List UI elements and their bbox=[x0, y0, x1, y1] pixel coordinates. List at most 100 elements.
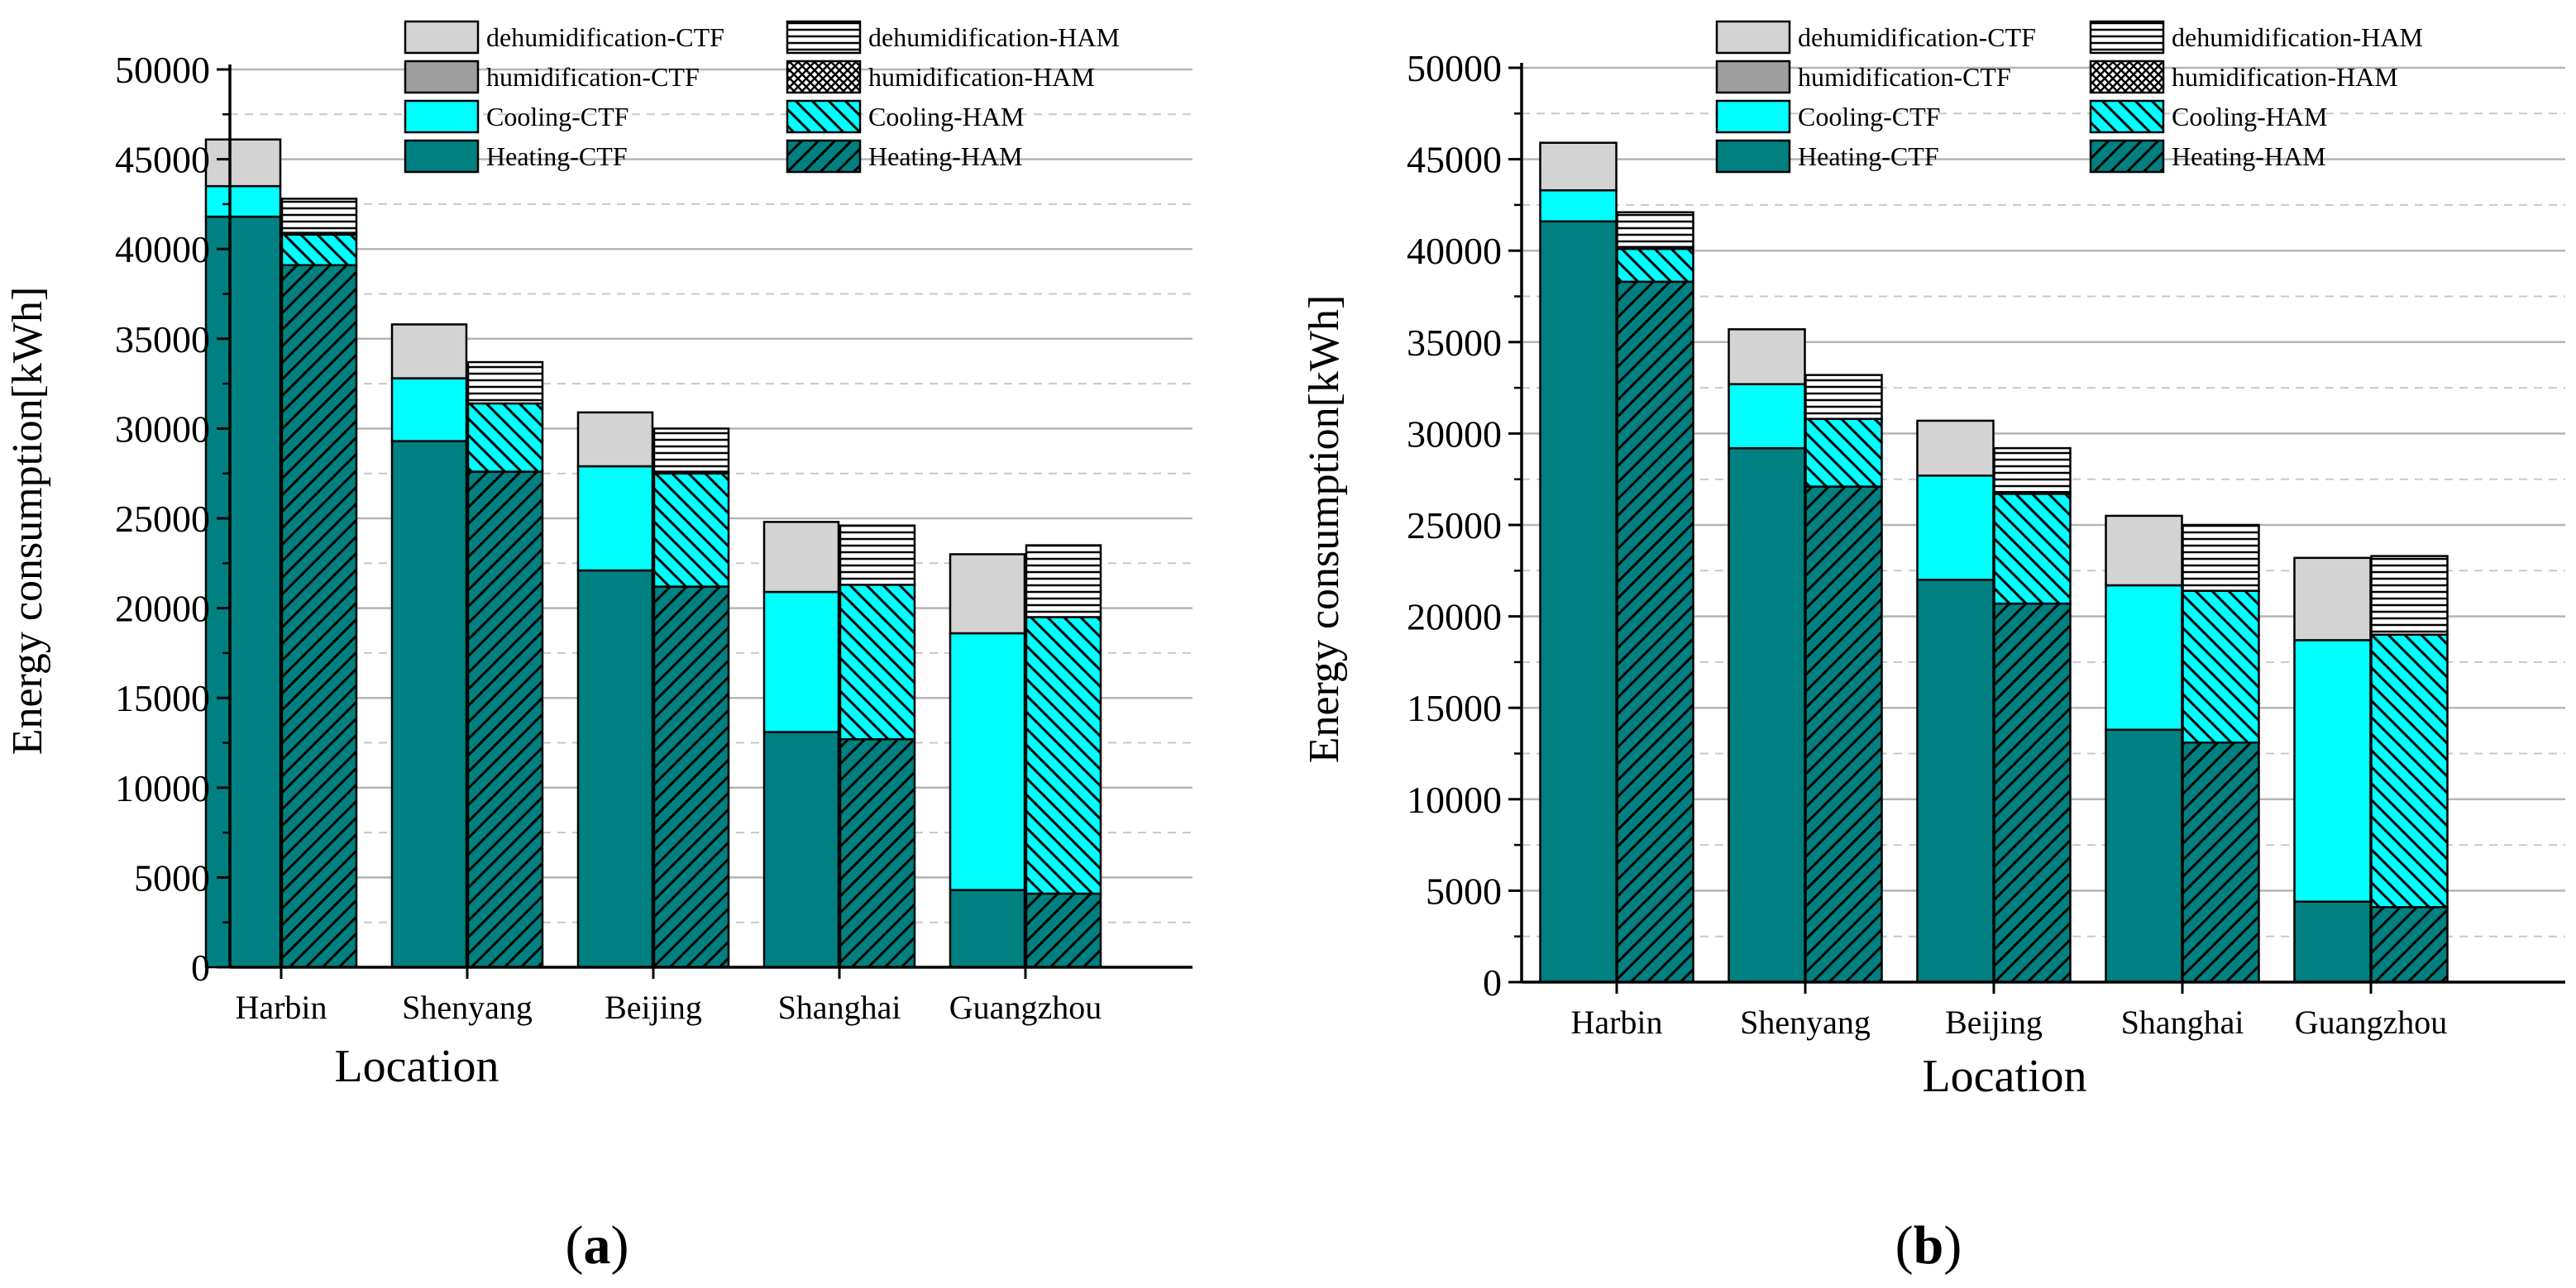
bar-heating-ctf-beijing bbox=[576, 569, 654, 969]
y-tick-label: 15000 bbox=[1407, 687, 1502, 729]
legend-label: Heating-CTF bbox=[486, 141, 628, 171]
y-tick-label: 45000 bbox=[115, 139, 210, 181]
bar-dehumidification-ctf-shenyang bbox=[390, 323, 468, 379]
legend-swatch-dehumidification-ctf bbox=[1715, 20, 1791, 55]
y-tick-label: 35000 bbox=[115, 318, 210, 360]
legend-swatch-cooling-ctf bbox=[1715, 99, 1791, 134]
bar-dehumidification-ham-guangzhou bbox=[1025, 544, 1102, 618]
y-tick-label: 5000 bbox=[134, 856, 210, 899]
bar-heating-ham-guangzhou bbox=[2370, 906, 2449, 984]
bar-cooling-ctf-beijing bbox=[1916, 475, 1995, 581]
x-tick-label: Guangzhou bbox=[949, 989, 1102, 1026]
bar-heating-ctf-guangzhou bbox=[2293, 900, 2372, 984]
panel-label-b: (b) bbox=[1895, 1215, 1962, 1276]
legend-swatch-heating-ham bbox=[786, 139, 862, 174]
legend-label: humidification-CTF bbox=[1798, 62, 2011, 92]
legend-label: Cooling-HAM bbox=[868, 102, 1024, 131]
bar-cooling-ham-beijing bbox=[1993, 493, 2072, 605]
x-tick-label: Shenyang bbox=[1740, 1004, 1871, 1041]
bar-heating-ctf-beijing bbox=[1916, 579, 1995, 984]
bar-cooling-ctf-shanghai bbox=[762, 590, 840, 733]
legend-swatch-dehumidification-ctf bbox=[404, 20, 480, 55]
legend-label: dehumidification-CTF bbox=[486, 22, 724, 52]
chart-panel-b: Harbin Shenyang Beijing Shanghai Guangzhou 0 5… bbox=[1301, 20, 2565, 1276]
legend-swatch-heating-ctf bbox=[1715, 139, 1791, 174]
bar-dehumidification-ham-shenyang bbox=[466, 360, 544, 405]
legend-swatch-dehumidification-ham bbox=[2089, 20, 2165, 55]
legend-label: humidification-HAM bbox=[2172, 62, 2398, 92]
bar-heating-ham-beijing bbox=[1993, 602, 2072, 984]
x-tick-label: Shanghai bbox=[778, 989, 901, 1026]
bar-dehumidification-ham-shanghai bbox=[839, 524, 916, 586]
x-axis-label: Location bbox=[1922, 1051, 2086, 1102]
bar-dehumidification-ham-guangzhou bbox=[2370, 555, 2449, 636]
bar-dehumidification-ham-harbin bbox=[1616, 211, 1694, 249]
y-tick-label: 20000 bbox=[1407, 596, 1502, 638]
bar-heating-ctf-shanghai bbox=[2105, 728, 2183, 984]
x-tick-label: Beijing bbox=[1945, 1004, 2043, 1041]
bar-dehumidification-ham-shanghai bbox=[2182, 523, 2260, 592]
bar-heating-ctf-shanghai bbox=[762, 731, 840, 969]
bar-heating-ctf-harbin bbox=[1539, 220, 1618, 984]
bar-cooling-ctf-beijing bbox=[576, 465, 654, 572]
legend-swatch-cooling-ctf bbox=[404, 99, 480, 134]
bar-heating-ham-shenyang bbox=[466, 470, 544, 969]
y-tick-label: 0 bbox=[1483, 961, 1502, 1004]
bar-cooling-ham-shenyang bbox=[466, 402, 544, 473]
x-tick-label: Beijing bbox=[605, 989, 702, 1026]
bar-heating-ham-beijing bbox=[652, 585, 730, 969]
y-tick-label: 20000 bbox=[115, 588, 210, 630]
x-tick-label: Guangzhou bbox=[2295, 1004, 2447, 1041]
bar-heating-ctf-harbin bbox=[204, 215, 282, 969]
legend-label: Heating-HAM bbox=[868, 141, 1023, 171]
bar-heating-ham-harbin bbox=[1616, 280, 1694, 984]
y-tick-label: 35000 bbox=[1407, 322, 1502, 364]
bar-cooling-ham-beijing bbox=[652, 472, 730, 588]
y-tick-label: 25000 bbox=[115, 498, 210, 540]
bar-cooling-ham-shenyang bbox=[1804, 417, 1883, 488]
y-tick-label: 10000 bbox=[1407, 779, 1502, 821]
bar-cooling-ctf-guangzhou bbox=[2293, 639, 2372, 903]
legend-label: Heating-HAM bbox=[2172, 141, 2326, 171]
bar-cooling-ham-guangzhou bbox=[1025, 616, 1102, 895]
legend-label: Cooling-CTF bbox=[1798, 102, 1940, 131]
x-tick-label: Shanghai bbox=[2121, 1004, 2244, 1041]
legend-label: dehumidification-CTF bbox=[1798, 22, 2036, 52]
bar-cooling-ham-shanghai bbox=[839, 584, 916, 741]
bar-heating-ham-shenyang bbox=[1804, 485, 1883, 984]
chart-panel-a: Harbin Shenyang Beijing Shanghai Guangzhou 0 5… bbox=[4, 20, 1192, 1276]
legend-label: Cooling-CTF bbox=[486, 102, 628, 131]
bar-dehumidification-ctf-shanghai bbox=[762, 521, 840, 594]
bar-heating-ham-guangzhou bbox=[1025, 892, 1102, 969]
y-tick-label: 30000 bbox=[1407, 413, 1502, 455]
legend-label: humidification-HAM bbox=[868, 62, 1095, 92]
legend-label: dehumidification-HAM bbox=[868, 22, 1120, 52]
x-tick-label: Harbin bbox=[1570, 1004, 1662, 1041]
bar-dehumidification-ham-beijing bbox=[1993, 446, 2072, 494]
x-tick-label: Shenyang bbox=[402, 989, 533, 1026]
y-tick-label: 10000 bbox=[115, 767, 210, 809]
x-axis-label: Location bbox=[334, 1041, 499, 1092]
y-tick-label: 50000 bbox=[115, 49, 210, 91]
legend-swatch-humidification-ctf bbox=[1715, 60, 1791, 94]
bar-cooling-ham-shanghai bbox=[2182, 589, 2260, 744]
legend-swatch-cooling-ham bbox=[2089, 99, 2165, 134]
y-tick-label: 40000 bbox=[1407, 230, 1502, 272]
y-tick-label: 50000 bbox=[1407, 47, 1502, 89]
bar-heating-ctf-shenyang bbox=[1728, 446, 1806, 984]
bar-dehumidification-ham-shenyang bbox=[1804, 374, 1883, 420]
legend-swatch-humidification-ham bbox=[2089, 60, 2165, 94]
panel-label-a: (a) bbox=[566, 1215, 629, 1276]
legend-swatch-dehumidification-ham bbox=[786, 20, 862, 55]
bar-heating-ham-shanghai bbox=[2182, 741, 2260, 984]
y-tick-label: 15000 bbox=[115, 677, 210, 719]
bar-heating-ctf-guangzhou bbox=[949, 889, 1026, 969]
legend-label: humidification-CTF bbox=[486, 62, 700, 92]
legend-swatch-heating-ctf bbox=[404, 139, 480, 174]
y-tick-label: 25000 bbox=[1407, 504, 1502, 546]
legend-label: dehumidification-HAM bbox=[2172, 22, 2423, 52]
y-tick-label: 40000 bbox=[115, 228, 210, 270]
bar-cooling-ctf-harbin bbox=[204, 184, 282, 218]
bar-cooling-ctf-shenyang bbox=[390, 377, 468, 442]
